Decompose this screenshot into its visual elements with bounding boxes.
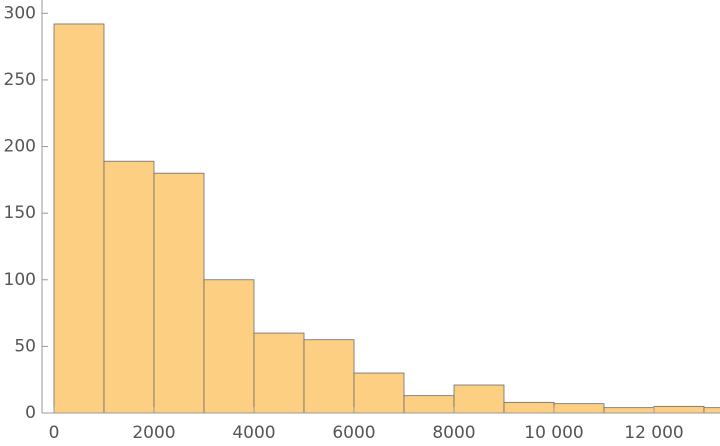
x-tick-label: 12 000 bbox=[624, 423, 683, 443]
y-tick-label: 250 bbox=[4, 70, 36, 90]
bar bbox=[353, 372, 405, 413]
bar bbox=[653, 405, 705, 413]
bar bbox=[553, 403, 605, 413]
bar bbox=[453, 384, 505, 413]
bar bbox=[703, 407, 720, 413]
y-tick-label: 50 bbox=[14, 336, 36, 356]
y-tick-label: 0 bbox=[25, 403, 36, 423]
bar bbox=[253, 332, 305, 413]
bar bbox=[153, 172, 205, 413]
bar bbox=[303, 339, 355, 413]
bar bbox=[203, 279, 255, 413]
x-tick-label: 4000 bbox=[232, 423, 275, 443]
x-tick-label: 6000 bbox=[332, 423, 375, 443]
y-tick-label: 150 bbox=[4, 203, 36, 223]
bar bbox=[603, 407, 655, 413]
y-tick-label: 100 bbox=[4, 270, 36, 290]
bar bbox=[403, 395, 455, 413]
x-tick-label: 10 000 bbox=[524, 423, 583, 443]
x-tick-label: 2000 bbox=[132, 423, 175, 443]
y-tick-label: 300 bbox=[4, 3, 36, 23]
plot-area bbox=[53, 23, 720, 413]
bar bbox=[503, 401, 555, 413]
bar bbox=[103, 160, 155, 413]
bar bbox=[53, 23, 105, 413]
y-tick-label: 200 bbox=[4, 137, 36, 157]
x-tick-label: 8000 bbox=[432, 423, 475, 443]
x-tick-label: 0 bbox=[49, 423, 60, 443]
